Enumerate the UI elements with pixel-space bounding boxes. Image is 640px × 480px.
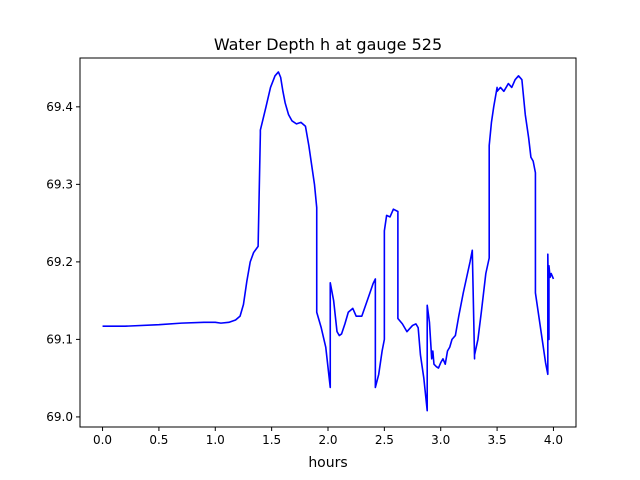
x-tick-label: 4.0 (544, 433, 563, 447)
plot-area: 0.0 0.5 1.0 1.5 2.0 2.5 3.0 3.5 4.0 69.0 69.1 69.2 6… (46, 57, 577, 447)
series-line-0 (102, 71, 555, 412)
y-tick-label: 69.1 (46, 332, 73, 346)
x-tick-label: 1.0 (206, 433, 225, 447)
x-tick-label: 3.5 (488, 433, 507, 447)
y-tick-label: 69.4 (46, 100, 73, 114)
y-tick-label: 69.3 (46, 177, 73, 191)
x-axis-label: hours (308, 455, 347, 471)
y-tick-label: 69.0 (46, 410, 73, 424)
x-tick-label: 2.5 (375, 433, 394, 447)
x-tick-label: 1.5 (262, 433, 281, 447)
y-tick-label: 69.2 (46, 255, 73, 269)
x-tick-label: 3.0 (431, 433, 450, 447)
chart-title: Water Depth h at gauge 525 (214, 35, 442, 54)
x-tick-label: 2.0 (318, 433, 337, 447)
x-tick-label: 0.5 (149, 433, 168, 447)
x-tick-label: 0.0 (93, 433, 112, 447)
